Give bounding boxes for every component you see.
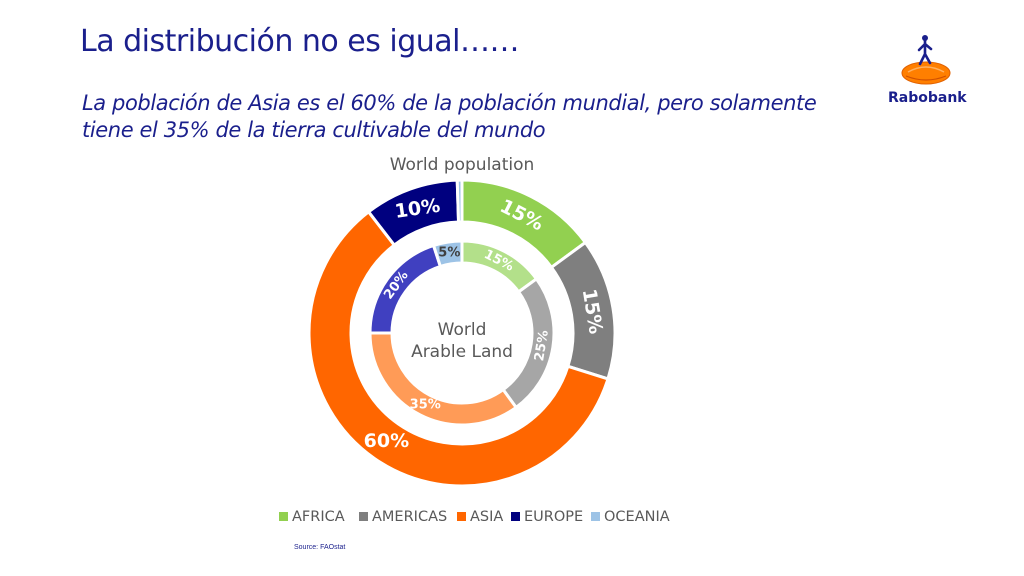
legend-label-oceania: OCEANIA	[604, 509, 670, 525]
inner-data-label-oceania: 5%	[438, 245, 460, 260]
page-title: La distribución no es igual……	[80, 24, 520, 59]
inner-slice-oceania	[431, 239, 464, 269]
legend-swatch-asia	[457, 512, 466, 521]
center-label-line-2: Arable Land	[411, 342, 513, 362]
center-label-line-1: World	[438, 320, 487, 340]
page-subtitle: La población de Asia es el 60% de la pob…	[82, 91, 817, 142]
legend-swatch-oceania	[591, 512, 600, 521]
legend-swatch-americas	[359, 512, 368, 521]
inner-data-label-asia: 35%	[410, 398, 441, 413]
legend-swatch-africa	[279, 512, 288, 521]
outer-slice-asia	[307, 209, 610, 488]
legend-label-asia: ASIA	[470, 509, 503, 525]
rabobank-logo-icon	[901, 35, 951, 85]
legend-label-americas: AMERICAS	[372, 509, 447, 525]
logo-text: Rabobank	[888, 90, 967, 106]
outer-ring-title: World population	[390, 155, 535, 175]
legend-label-africa: AFRICA	[292, 509, 345, 525]
outer-slice-oceania	[455, 178, 464, 224]
legend-label-europe: EUROPE	[524, 509, 583, 525]
legend-swatch-europe	[511, 512, 520, 521]
outer-data-label-asia: 60%	[364, 430, 409, 452]
source-note: Source: FAOstat	[294, 544, 346, 551]
inner-data-label-americas: 25%	[532, 329, 552, 362]
